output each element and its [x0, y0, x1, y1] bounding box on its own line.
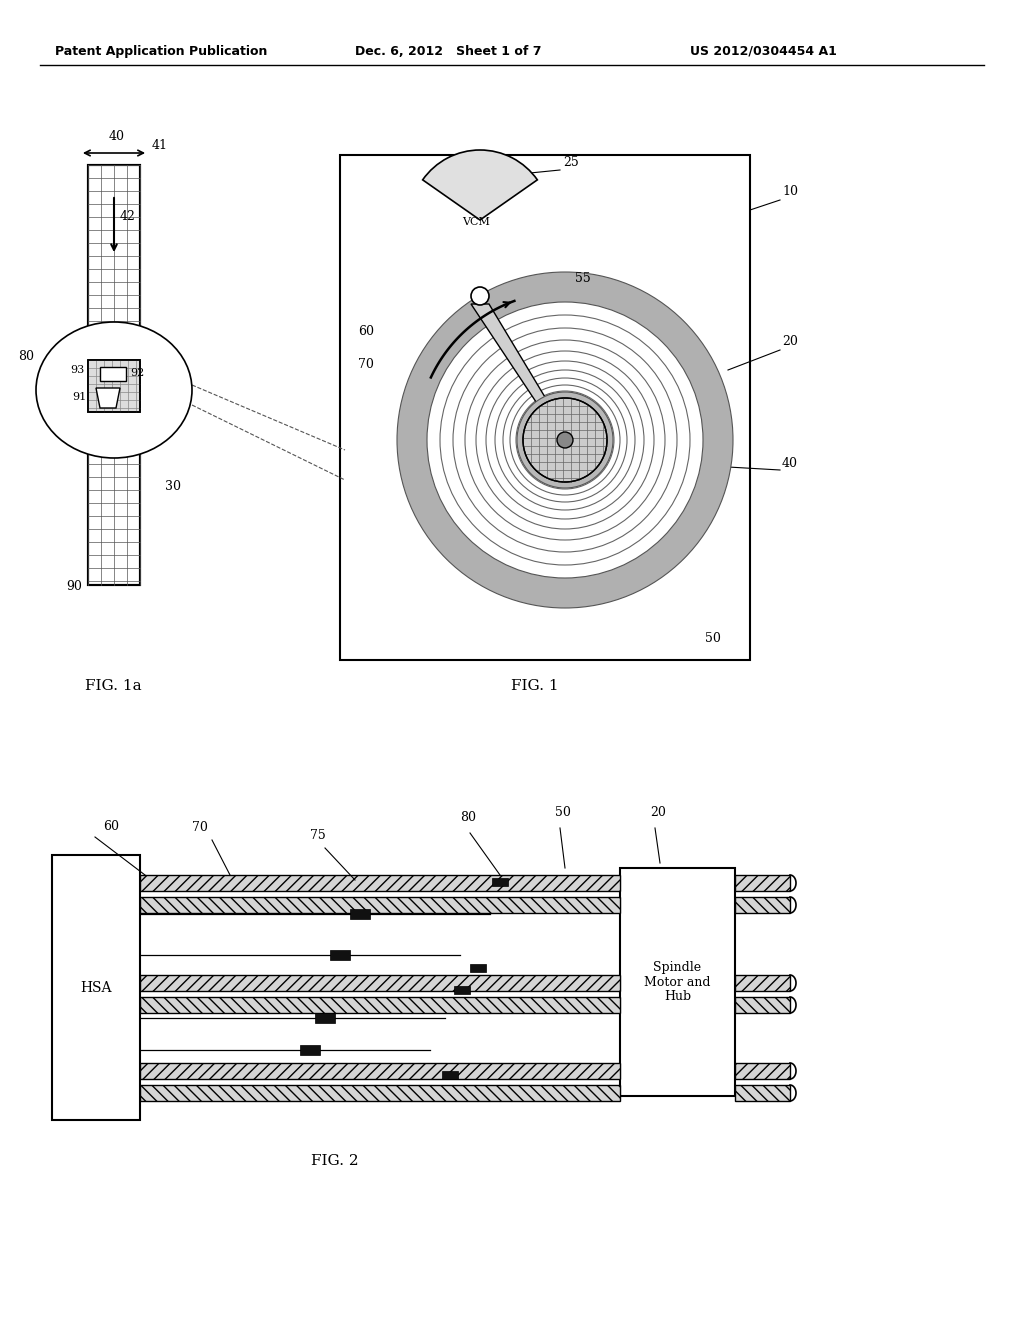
- Bar: [140, 1085, 620, 1101]
- Text: 92: 92: [130, 368, 144, 378]
- Circle shape: [523, 399, 607, 482]
- Text: FIG. 1a: FIG. 1a: [85, 678, 141, 693]
- Bar: [470, 964, 486, 972]
- Circle shape: [557, 432, 573, 447]
- Text: 80: 80: [18, 350, 34, 363]
- Text: 50: 50: [705, 632, 721, 645]
- Polygon shape: [471, 304, 566, 432]
- Text: 25: 25: [563, 156, 579, 169]
- Text: 30: 30: [165, 480, 181, 492]
- Text: FIG. 1: FIG. 1: [511, 678, 559, 693]
- Bar: [350, 909, 370, 919]
- Bar: [88, 360, 140, 412]
- Text: 93: 93: [70, 366, 84, 375]
- Bar: [735, 1085, 790, 1101]
- Bar: [442, 1071, 458, 1078]
- Text: 50: 50: [555, 807, 570, 818]
- Bar: [735, 898, 790, 913]
- Bar: [88, 165, 140, 585]
- Bar: [735, 1063, 790, 1078]
- Text: 10: 10: [782, 185, 798, 198]
- Wedge shape: [423, 150, 538, 220]
- Text: HSA: HSA: [80, 981, 112, 994]
- Ellipse shape: [36, 322, 193, 458]
- Text: 20: 20: [782, 335, 798, 348]
- Text: 41: 41: [152, 139, 168, 152]
- Text: 42: 42: [120, 210, 136, 223]
- Text: Dec. 6, 2012   Sheet 1 of 7: Dec. 6, 2012 Sheet 1 of 7: [355, 45, 542, 58]
- Text: VCM: VCM: [462, 216, 489, 227]
- Bar: [735, 997, 790, 1012]
- Circle shape: [517, 392, 613, 488]
- Text: Spindle
Motor and
Hub: Spindle Motor and Hub: [644, 961, 711, 1003]
- Text: 91: 91: [72, 392, 86, 403]
- Text: 90: 90: [66, 579, 82, 593]
- Bar: [735, 975, 790, 991]
- Text: 80: 80: [460, 810, 476, 824]
- Bar: [300, 1045, 319, 1055]
- Circle shape: [471, 286, 489, 305]
- Bar: [492, 878, 508, 886]
- Text: 40: 40: [109, 129, 125, 143]
- Bar: [315, 1012, 335, 1023]
- Circle shape: [427, 302, 703, 578]
- Circle shape: [397, 272, 733, 609]
- Bar: [620, 869, 735, 1096]
- Text: 40: 40: [782, 457, 798, 470]
- Bar: [100, 367, 126, 381]
- Text: 20: 20: [650, 807, 666, 818]
- Text: 60: 60: [358, 325, 374, 338]
- Text: 70: 70: [358, 358, 374, 371]
- Bar: [88, 360, 140, 412]
- Bar: [140, 1063, 620, 1078]
- Bar: [735, 875, 790, 891]
- Text: US 2012/0304454 A1: US 2012/0304454 A1: [690, 45, 837, 58]
- Bar: [330, 950, 350, 960]
- Bar: [340, 154, 750, 660]
- Text: 55: 55: [575, 272, 591, 285]
- Text: 70: 70: [193, 821, 208, 834]
- Bar: [140, 997, 620, 1012]
- Text: Patent Application Publication: Patent Application Publication: [55, 45, 267, 58]
- Text: 75: 75: [310, 829, 326, 842]
- Bar: [140, 975, 620, 991]
- Bar: [140, 875, 620, 891]
- Text: FIG. 2: FIG. 2: [311, 1154, 358, 1168]
- Bar: [454, 986, 470, 994]
- Bar: [52, 855, 140, 1119]
- Text: 60: 60: [103, 820, 119, 833]
- Bar: [140, 898, 620, 913]
- Polygon shape: [96, 388, 120, 408]
- Bar: [88, 165, 140, 585]
